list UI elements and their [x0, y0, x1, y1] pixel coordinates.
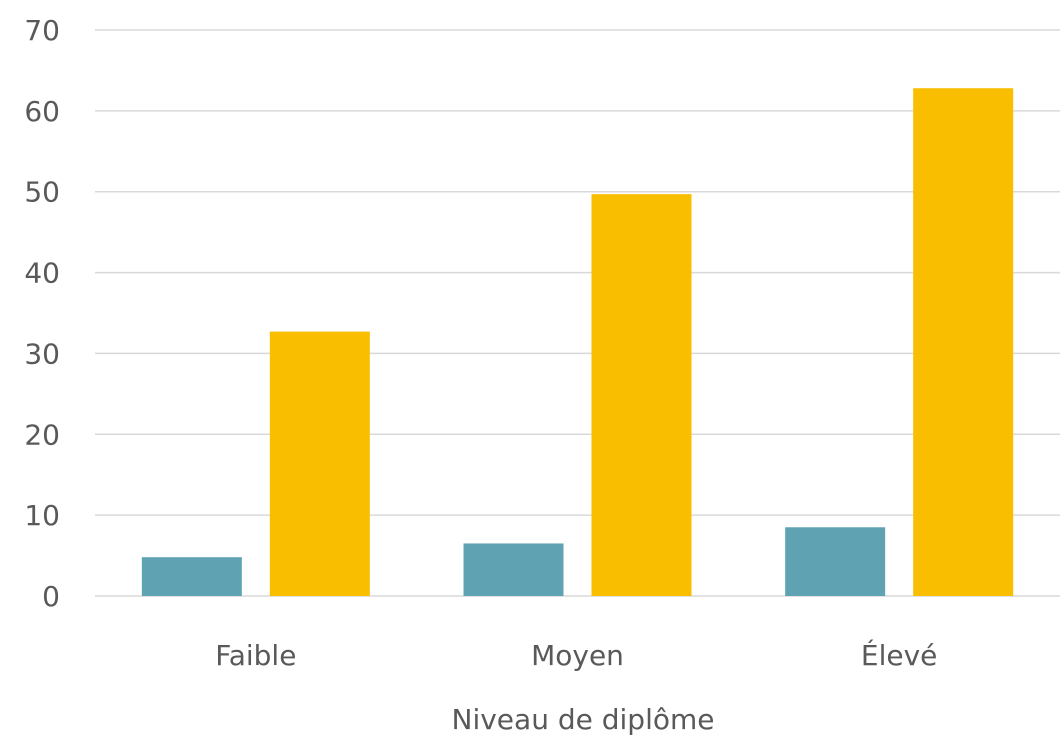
x-category-label: Élevé — [861, 638, 938, 672]
y-tick-label: 70 — [24, 14, 60, 47]
y-tick-label: 40 — [24, 257, 60, 290]
x-category-label: Moyen — [531, 639, 624, 672]
bar-series1 — [463, 543, 564, 596]
y-tick-label: 50 — [24, 176, 60, 209]
bar-series2 — [269, 331, 370, 596]
y-tick-label: 0 — [42, 580, 60, 613]
y-tick-label: 20 — [24, 418, 60, 451]
bar-series2 — [591, 194, 692, 596]
bars — [141, 88, 1014, 597]
bar-series2 — [913, 88, 1014, 597]
y-axis-ticks: 0 10 20 30 40 50 60 70 — [24, 14, 60, 613]
x-axis-categories: Faible Moyen Élevé — [215, 638, 937, 672]
x-axis-title: Niveau de diplôme — [452, 703, 715, 736]
bar-series1 — [785, 527, 886, 596]
x-category-label: Faible — [215, 639, 296, 672]
y-tick-label: 10 — [24, 499, 60, 532]
y-tick-label: 60 — [24, 95, 60, 128]
bar-series1 — [141, 557, 242, 596]
y-tick-label: 30 — [24, 337, 60, 370]
gridlines — [95, 29, 1060, 597]
